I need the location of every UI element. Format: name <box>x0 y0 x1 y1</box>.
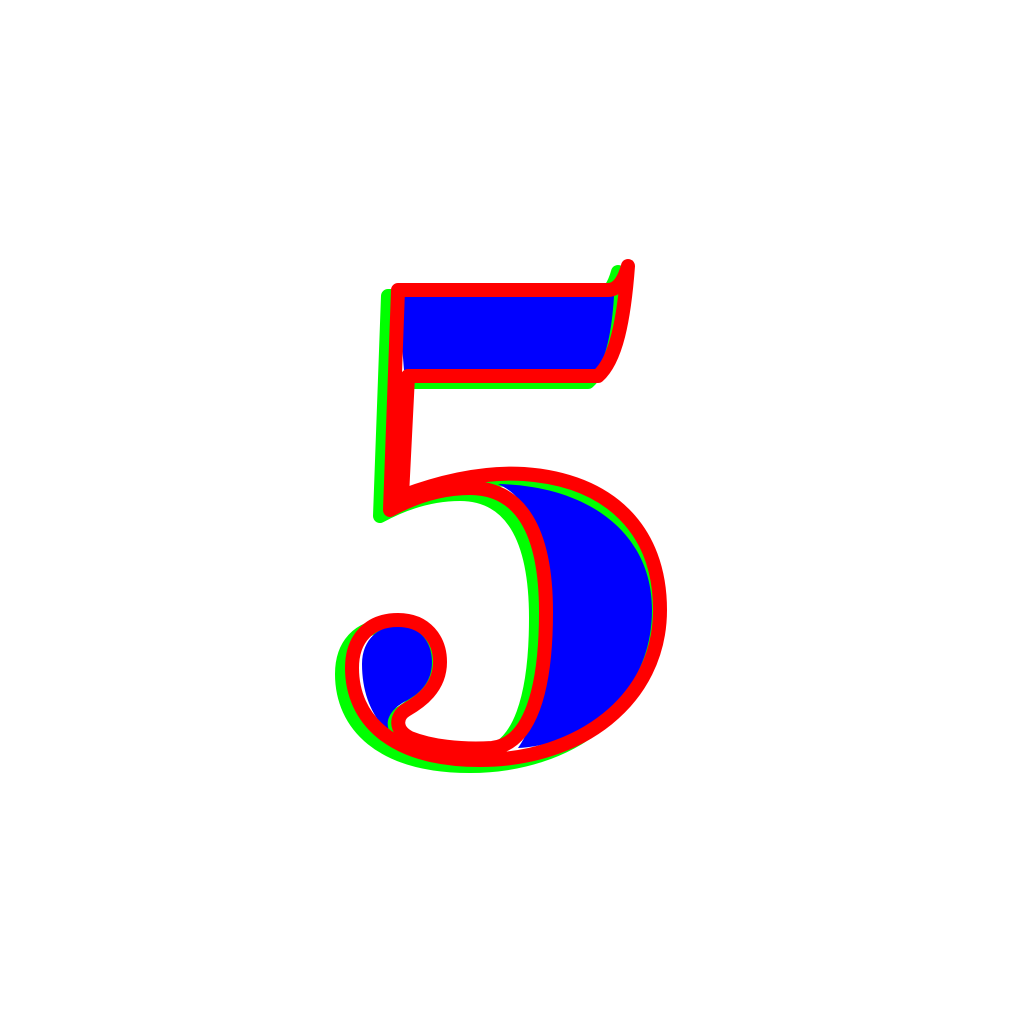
red-outline <box>345 259 667 767</box>
blue-fill <box>362 296 652 748</box>
